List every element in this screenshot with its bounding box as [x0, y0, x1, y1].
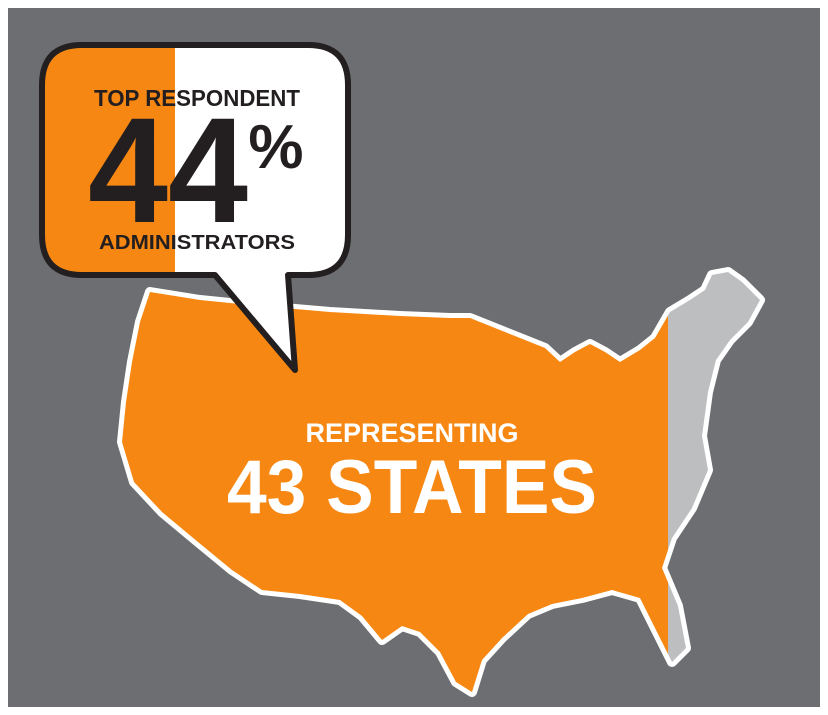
us-map — [117, 267, 765, 697]
callout-bubble — [39, 42, 351, 373]
map-gray — [668, 272, 760, 662]
map-headline: 43 STATES — [227, 445, 597, 530]
callout-figure: 44 — [88, 86, 248, 254]
callout-unit: % — [248, 113, 303, 182]
callout-heading: TOP RESPONDENT — [94, 85, 300, 111]
map-orange — [122, 292, 668, 692]
callout-label: ADMINISTRATORS — [99, 232, 295, 254]
map-caption: REPRESENTING — [305, 418, 518, 448]
